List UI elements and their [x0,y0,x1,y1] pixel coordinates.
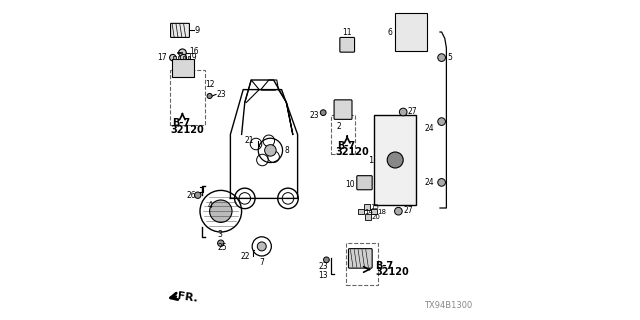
Bar [183,56,186,59]
Circle shape [394,207,402,215]
Text: 14: 14 [364,209,373,214]
FancyBboxPatch shape [357,176,372,190]
Circle shape [195,192,201,198]
Text: 8: 8 [284,146,289,155]
Text: 26: 26 [186,191,196,200]
Text: 17: 17 [157,53,167,62]
Bar [365,214,371,220]
Circle shape [438,179,445,186]
Circle shape [179,49,186,57]
Bar [371,209,377,214]
FancyBboxPatch shape [340,37,355,52]
Text: 20: 20 [372,214,381,220]
Text: 27: 27 [403,206,413,215]
Circle shape [387,152,403,168]
FancyBboxPatch shape [170,23,189,37]
Circle shape [257,242,266,251]
FancyBboxPatch shape [334,100,352,119]
FancyBboxPatch shape [172,59,193,77]
Text: 3: 3 [218,230,223,239]
Circle shape [180,54,187,61]
Text: 15: 15 [371,204,380,210]
Text: B-7: B-7 [338,141,356,151]
Text: 23: 23 [216,90,227,99]
Bar [173,56,175,59]
Circle shape [323,257,329,263]
Bar [396,13,428,51]
Text: 22: 22 [241,252,250,261]
Text: 21: 21 [245,136,254,145]
Text: FR.: FR. [177,291,198,303]
Bar [346,243,378,285]
Text: 11: 11 [342,28,352,37]
Text: B-7: B-7 [172,118,190,128]
Text: 7: 7 [259,258,264,267]
Bar [358,209,364,214]
Text: 6: 6 [387,28,392,36]
Circle shape [438,118,445,125]
Bar [170,70,205,125]
Bar [374,115,416,205]
Text: 5: 5 [447,53,452,62]
Text: 10: 10 [345,180,355,188]
Bar [364,204,370,210]
Circle shape [265,145,276,156]
Text: 13: 13 [318,271,328,280]
Bar [178,56,180,59]
Text: TX94B1300: TX94B1300 [424,301,472,310]
Text: 25: 25 [218,244,227,252]
Circle shape [399,108,407,116]
Bar [188,56,190,59]
Text: 9: 9 [195,26,200,35]
Text: B-7: B-7 [375,260,393,271]
Text: 32120: 32120 [170,125,204,135]
Text: 23: 23 [318,262,328,271]
Text: 24: 24 [425,124,435,132]
Text: 12: 12 [205,80,215,89]
Circle shape [210,200,232,222]
Bar [332,115,355,154]
Text: 4: 4 [207,201,212,210]
Circle shape [170,54,176,61]
Circle shape [321,110,326,116]
Text: 1: 1 [369,156,374,164]
Text: 32120: 32120 [375,267,409,277]
Circle shape [207,93,212,99]
Text: 24: 24 [425,178,435,187]
Text: 18: 18 [378,209,387,214]
Text: 16: 16 [189,47,199,56]
FancyBboxPatch shape [349,249,372,268]
Circle shape [218,240,224,246]
Text: 19: 19 [187,53,197,62]
Circle shape [438,54,445,61]
Text: 2: 2 [336,122,341,131]
Text: 23: 23 [310,111,319,120]
Text: 32120: 32120 [335,147,369,157]
Text: 27: 27 [408,107,418,116]
